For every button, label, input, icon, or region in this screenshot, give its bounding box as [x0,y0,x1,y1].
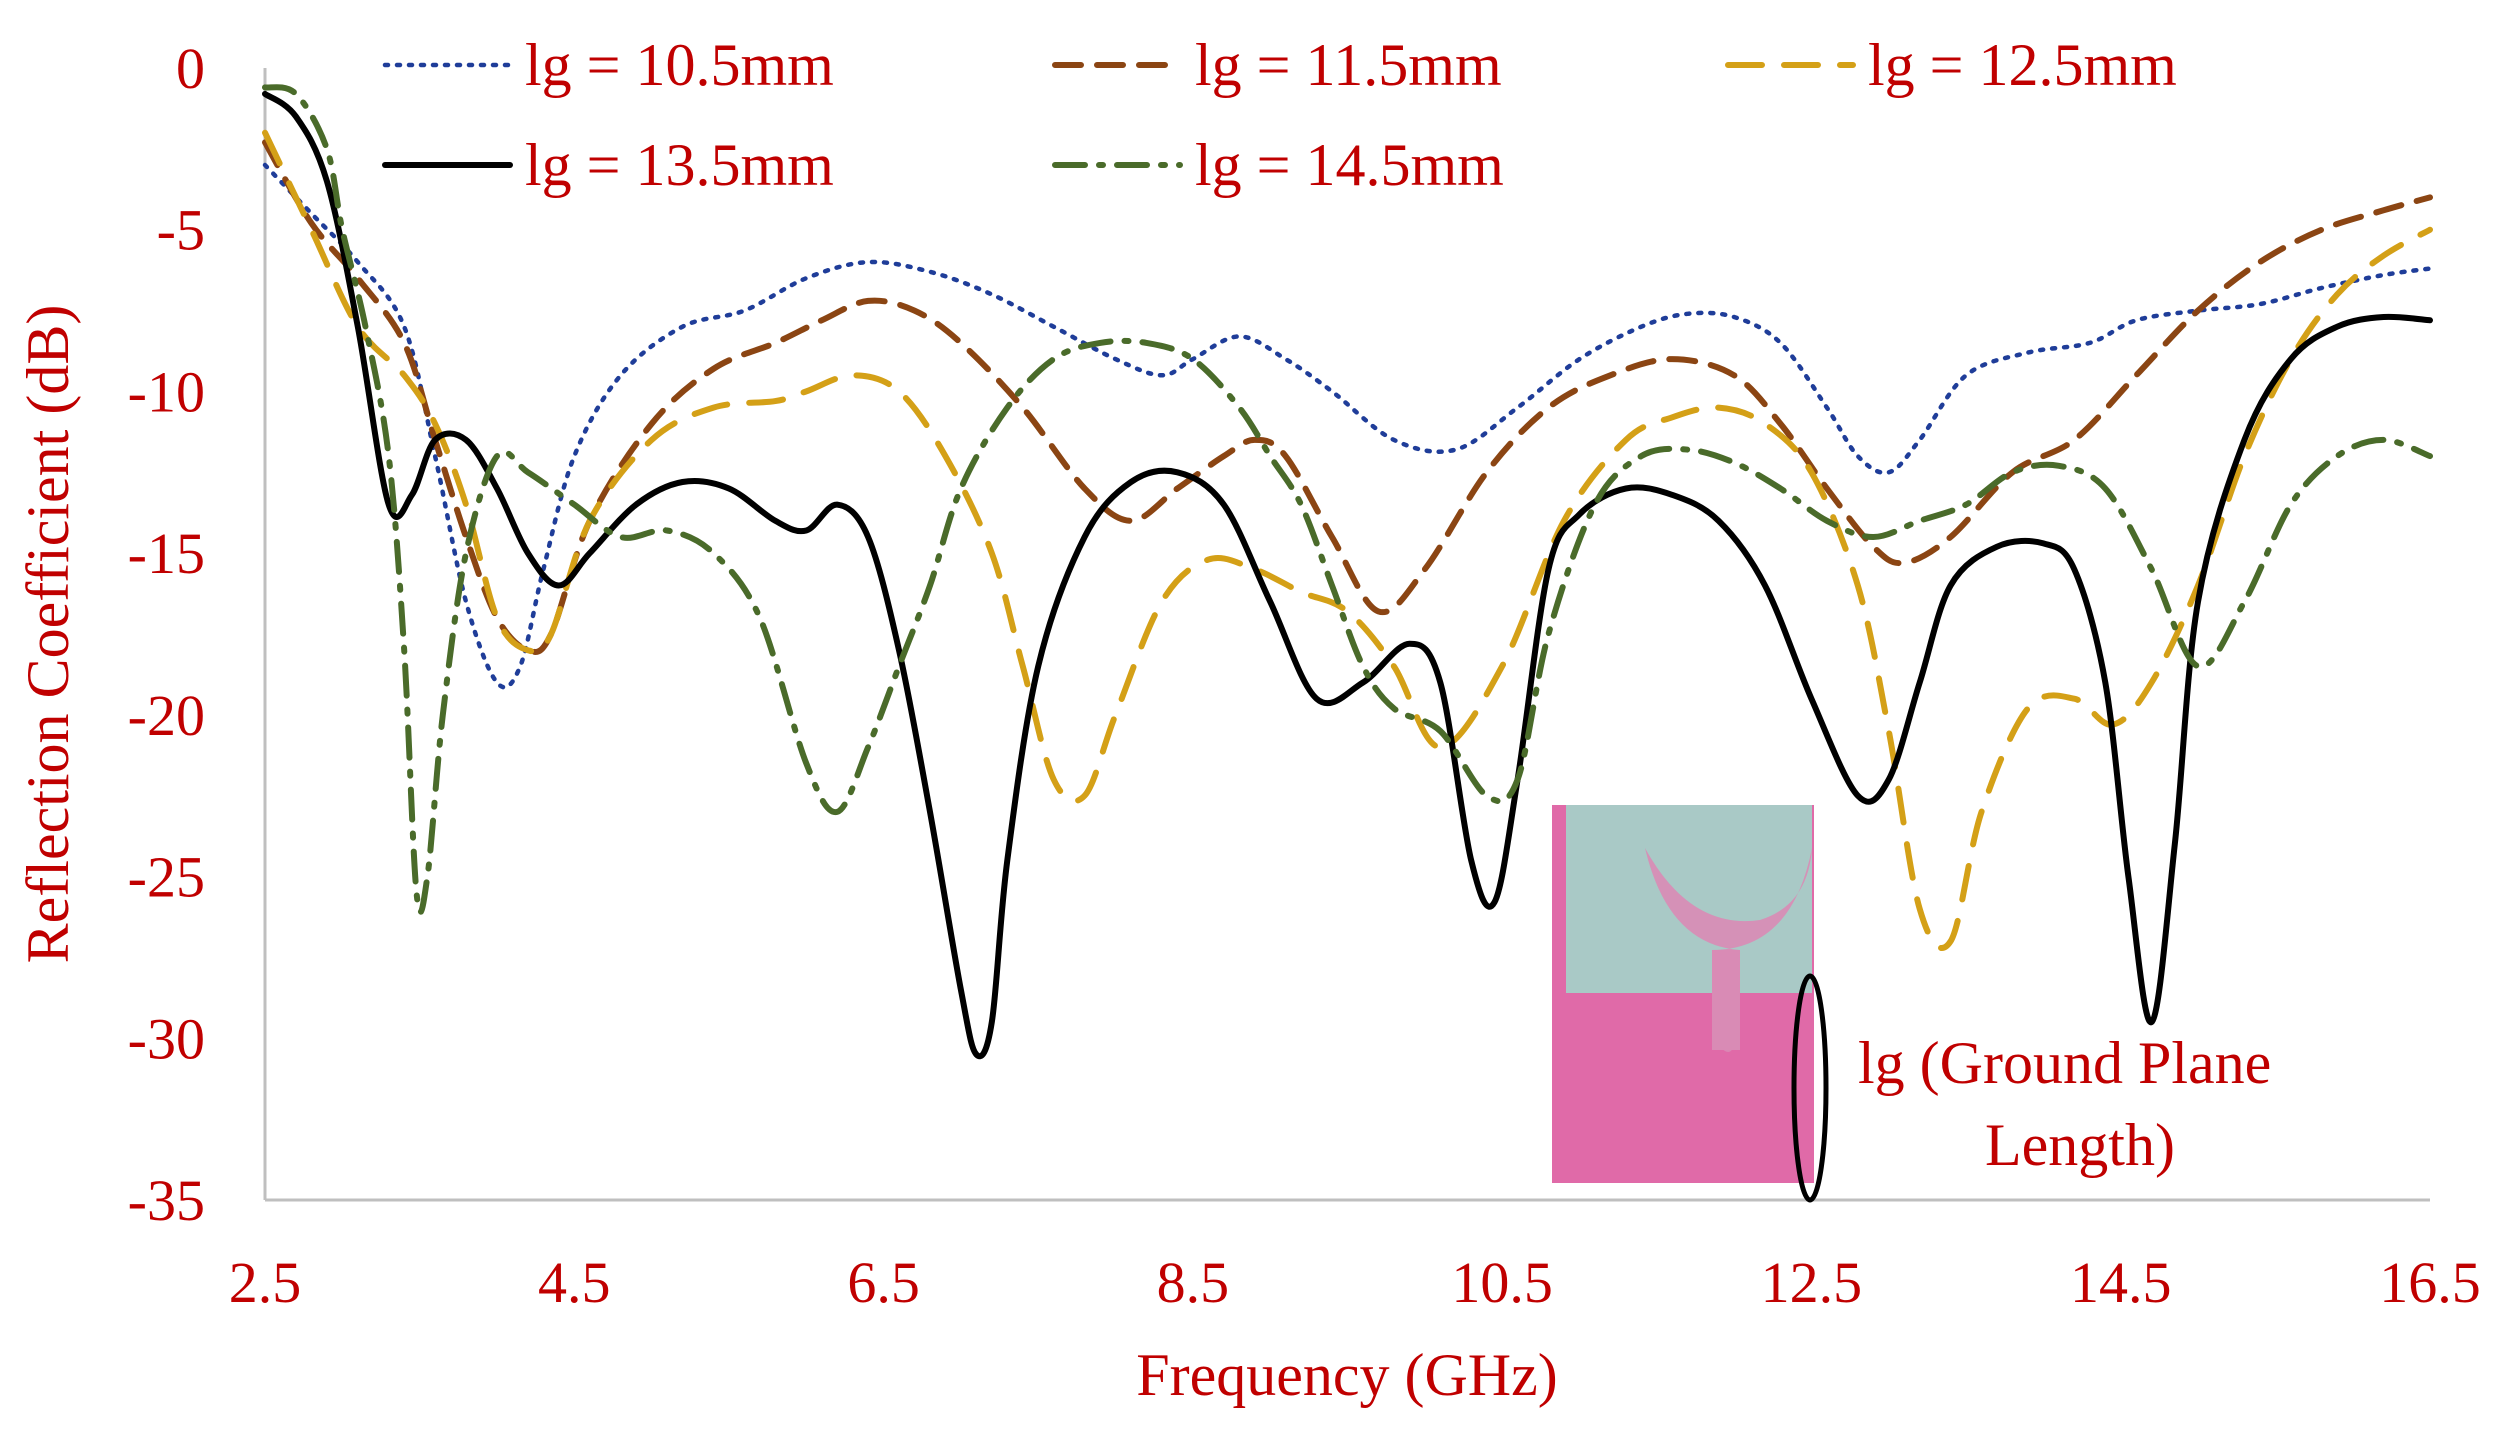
x-tick-label: 16.5 [2379,1250,2481,1315]
y-axis-title: Reflection Coefficient (dB) [15,305,81,964]
annotation-line-1: lg (Ground Plane [1858,1030,2271,1096]
series-line-4 [262,90,2433,1060]
y-tick-labels: 0 -5 -10 -15 -20 -25 -30 -35 [128,36,205,1233]
annotation-line-2: Length) [1985,1112,2175,1178]
ground-length-marker [1791,973,1829,1203]
inset-feed-line [1712,950,1740,1050]
inset-substrate [1566,805,1812,993]
series-line-3 [262,129,2433,951]
legend-label: lg = 11.5mm [1195,32,1502,98]
legend-entry-1: lg = 10.5mm [382,32,834,98]
x-tick-label: 4.5 [538,1250,611,1315]
legend-entry-4: lg = 13.5mm [382,132,834,198]
y-tick-label: -5 [157,198,205,263]
x-tick-label: 2.5 [229,1250,302,1315]
series-line-5 [262,84,2433,915]
legend: lg = 10.5mm lg = 11.5mm lg = 12.5mm lg = 13… [382,32,2177,198]
legend-label: lg = 10.5mm [525,32,834,98]
y-tick-label: -30 [128,1006,205,1071]
y-tick-label: -15 [128,521,205,586]
data-series [262,84,2433,1060]
x-tick-label: 8.5 [1157,1250,1230,1315]
legend-label: lg = 13.5mm [525,132,834,198]
x-tick-label: 14.5 [2070,1250,2172,1315]
y-tick-label: -35 [128,1168,205,1233]
legend-entry-5: lg = 14.5mm [1052,132,1504,198]
x-tick-labels: 2.5 4.5 6.5 8.5 10.5 12.5 14.5 16.5 [229,1250,2481,1315]
y-tick-label: 0 [176,36,205,101]
y-tick-label: -10 [128,359,205,424]
axes [263,68,2430,1202]
antenna-inset-image [1552,805,1829,1203]
x-tick-label: 12.5 [1761,1250,1863,1315]
x-tick-label: 10.5 [1451,1250,1553,1315]
x-tick-label: 6.5 [847,1250,920,1315]
series-line-1 [262,162,2433,690]
y-tick-label: -20 [128,683,205,748]
series-line-2 [262,139,2433,655]
legend-entry-3: lg = 12.5mm [1725,32,2177,98]
x-axis-title: Frequency (GHz) [1136,1342,1558,1408]
y-tick-label: -25 [128,845,205,910]
legend-label: lg = 14.5mm [1195,132,1504,198]
legend-entry-2: lg = 11.5mm [1052,32,1502,98]
legend-label: lg = 12.5mm [1868,32,2177,98]
